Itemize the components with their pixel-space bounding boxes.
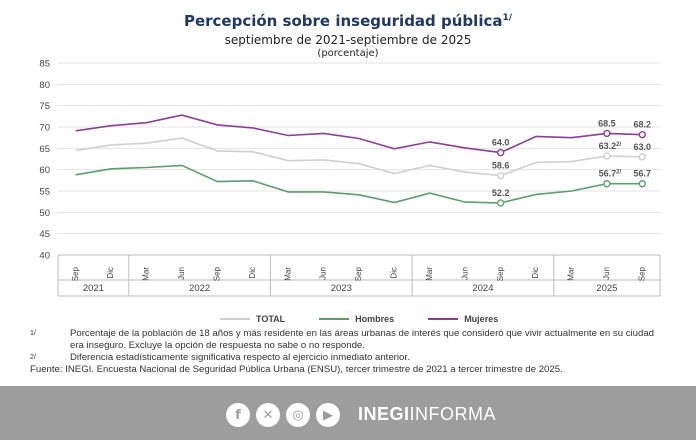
source-note: Fuente: INEGI. Encuesta Nacional de Segu… [30,364,563,375]
x-tick-label: Sep [496,266,505,281]
y-tick-label: 75 [39,101,50,112]
legend-label-hombres: Hombres [355,314,395,324]
series-line-total [75,137,643,177]
year-label: 2024 [472,283,493,294]
data-label: 56.72/ [599,169,622,179]
x-tick-label: Dic [248,267,257,279]
data-label: 68.5 [598,118,616,128]
legend-swatch-total [220,318,250,320]
chart-subtitle: septiembre de 2021-septiembre de 2025 [224,33,472,47]
year-label: 2025 [596,283,617,294]
year-label: 2022 [189,283,210,294]
footnote-mark-2: 2/ [30,354,36,361]
x-tick-label: Jun [602,267,611,280]
data-point [496,148,505,157]
data-label: 63.0 [634,142,652,152]
brand-light: INFORMA [409,404,497,424]
data-label: 58.6 [492,161,510,171]
legend-swatch-mujeres [428,318,459,320]
data-label: 56.7 [634,169,652,179]
x-tick-label: Jun [177,267,186,280]
y-tick-label: 45 [39,229,50,240]
footnote-text-2: Diferencia estadísticamente significativ… [70,352,410,363]
y-tick-label: 50 [39,208,50,219]
instagram-icon[interactable]: ◎ [286,403,310,427]
x-tick-label: Mar [425,267,434,281]
y-tick-label: 40 [39,251,50,262]
footnote-2: 2/ Diferencia estadísticamente significa… [30,352,670,364]
data-point [603,129,611,138]
data-point [638,130,646,139]
footnotes: 1/ Porcentaje de la población de 18 años… [30,328,670,364]
data-label-note: 2/ [616,170,621,176]
chart-legend: TOTAL Hombres Mujeres [220,314,498,324]
data-label: 64.0 [492,138,510,148]
footnote-1: 1/ Porcentaje de la población de 18 años… [30,328,670,352]
chart-unit: (porcentaje) [317,48,379,59]
x-tick-label: Jun [460,267,469,280]
x-tick-label: Dic [531,267,540,279]
x-tick-label: Jun [319,267,328,280]
data-point [496,171,505,180]
data-point [638,180,646,188]
line-chart: 40 45 50 55 60 65 70 75 80 85 Sep Dic Mar Jun Sep Dic Ma… [39,59,661,297]
y-tick-label: 65 [39,144,50,155]
social-links: f ✕ ◎ ▶ [226,403,340,427]
series-line-mujeres [75,114,643,154]
legend-label-total: TOTAL [256,314,286,324]
data-label: 68.2 [634,120,652,130]
title-note: 1/ [502,13,513,23]
x-tick-label: Sep [212,266,221,281]
legend-swatch-hombres [319,318,350,320]
x-tick-label: Mar [567,267,576,281]
x-tick-label: Mar [283,267,292,281]
year-label: 2021 [83,283,104,294]
youtube-icon[interactable]: ▶ [316,403,340,427]
chart-title: Percepción sobre inseguridad pública1/ [183,12,513,30]
x-tick-label: Sep [637,266,646,281]
x-tick-label: Sep [354,266,363,281]
footnote-mark-1: 1/ [30,330,36,337]
footer-bar: f ✕ ◎ ▶ INEGIINFORMA [0,386,696,440]
data-label: 63.22/ [599,141,622,151]
facebook-icon[interactable]: f [226,403,250,427]
y-tick-label: 60 [39,165,50,176]
brand-bold: INEGI [358,404,410,424]
inegi-informa-logo[interactable]: INEGIINFORMA [358,404,496,425]
legend-item-mujeres: Mujeres [428,314,498,324]
series-line-hombres [75,164,643,204]
year-label: 2023 [331,283,352,294]
data-point [496,199,505,207]
x-icon[interactable]: ✕ [256,403,280,427]
data-point [603,180,611,188]
x-tick-label: Dic [106,267,115,279]
y-tick-label: 85 [39,59,50,70]
legend-item-hombres: Hombres [319,314,394,324]
legend-label-mujeres: Mujeres [464,314,499,324]
x-tick-label: Sep [71,266,80,281]
y-tick-label: 55 [39,187,50,198]
data-point [638,153,646,161]
footnote-text-1: Porcentaje de la población de 18 años y … [70,328,654,351]
x-tick-label: Dic [390,267,399,279]
data-point [603,152,611,160]
legend-item-total: TOTAL [220,314,285,324]
data-label-note: 2/ [616,142,621,148]
y-tick-label: 80 [39,80,50,91]
data-label: 52.2 [492,188,510,198]
x-tick-label: Mar [142,267,151,281]
y-tick-label: 70 [39,123,50,134]
